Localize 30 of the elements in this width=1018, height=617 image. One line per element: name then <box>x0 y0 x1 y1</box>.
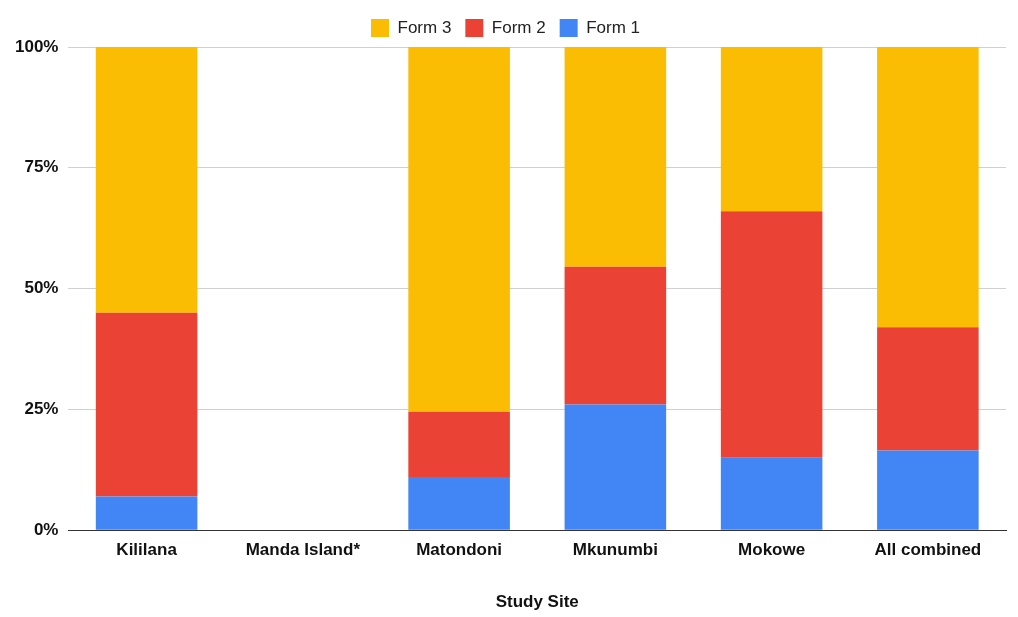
bar <box>408 477 510 530</box>
bar <box>720 47 823 212</box>
bar <box>95 312 198 497</box>
y-tick-label: 100% <box>15 36 59 56</box>
y-tick-label: 25% <box>24 399 59 419</box>
legend-label: Form 1 <box>586 17 641 37</box>
bar <box>877 327 979 451</box>
bar <box>564 404 667 530</box>
x-tick-label: Matondoni <box>416 540 503 560</box>
bar <box>877 47 979 328</box>
bar <box>877 450 979 530</box>
bar <box>408 411 510 478</box>
x-tick-label: All combined <box>874 540 982 560</box>
bar <box>564 47 667 267</box>
bar <box>720 457 823 530</box>
y-tick-label: 50% <box>24 278 59 298</box>
bar <box>95 496 198 530</box>
x-axis-title: Study Site <box>495 592 579 612</box>
x-tick-label: Mokowe <box>738 540 806 560</box>
bar <box>408 47 510 412</box>
bar <box>95 47 198 313</box>
bar <box>564 266 667 405</box>
y-tick-label: 0% <box>33 519 59 539</box>
legend-label: Form 3 <box>397 17 452 37</box>
legend-label: Form 2 <box>491 17 546 37</box>
x-tick-label: Mkunumbi <box>572 540 658 560</box>
bar <box>720 211 823 458</box>
x-tick-label: Manda Island* <box>245 540 361 560</box>
x-tick-label: Kililana <box>116 540 178 560</box>
y-tick-label: 75% <box>24 157 59 177</box>
